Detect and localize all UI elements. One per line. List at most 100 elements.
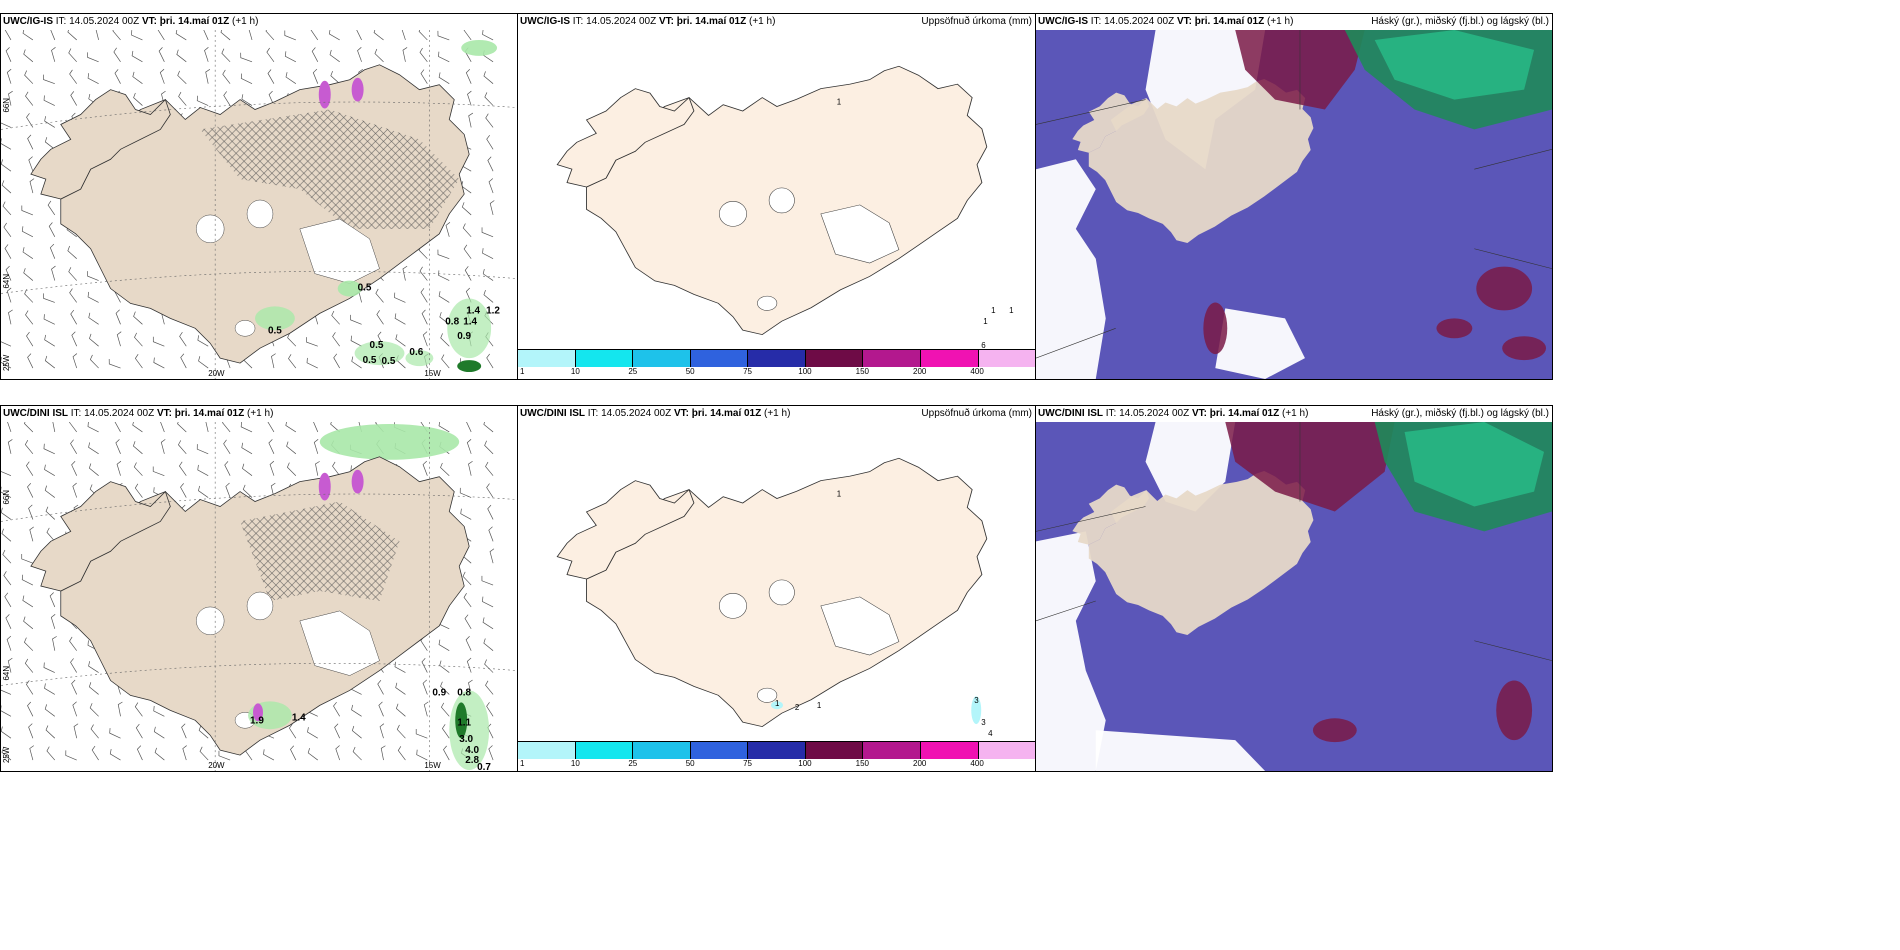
colorbar-swatch (920, 742, 979, 759)
wind-barb (401, 30, 406, 41)
wind-barb (315, 461, 320, 476)
wind-barb (109, 728, 121, 739)
wind-barb (157, 30, 165, 41)
wind-barb (394, 292, 406, 303)
wind-barb (115, 309, 121, 325)
svg-text:3: 3 (981, 718, 986, 727)
cloud-title: Háský (gr.), miðský (fj.bl.) og lágský (… (1371, 408, 1549, 419)
wind-barb (488, 745, 494, 761)
wind-barb (223, 91, 231, 106)
wind-barb (333, 353, 340, 369)
wind-barb (395, 703, 406, 717)
colorbar: 1 10 25 50 75 100 150 200 400 (518, 741, 1035, 771)
wind-barb (71, 679, 78, 695)
wind-barb (134, 354, 143, 369)
svg-text:3: 3 (974, 696, 979, 705)
panel-title: UWC/DINI ISL IT: 14.05.2024 00Z VT: þri.… (1038, 408, 1309, 419)
lat-label: 64N (2, 666, 11, 681)
wind-barb (481, 227, 494, 238)
wind-barb (69, 69, 77, 84)
lon-label: 25W (2, 354, 11, 371)
wind-barb (175, 30, 187, 41)
wind-barb (177, 70, 187, 84)
wind-barb (24, 289, 34, 303)
wind-barb (70, 658, 78, 673)
lon-label: 20W (208, 761, 225, 770)
wind-barb (181, 723, 187, 739)
wind-barb (437, 30, 450, 41)
wind-barb (114, 69, 121, 84)
wind-barb (27, 353, 34, 369)
wind-barb (69, 636, 77, 651)
wind-barb (72, 482, 78, 498)
precip-max (318, 472, 331, 501)
map: 66N 64N 25W 20W 15W 1.9 1.4 0.9 0.8 1.1 … (1, 422, 517, 771)
wind-barb (240, 52, 253, 63)
wind-barb (136, 745, 143, 761)
wind-barb (288, 723, 297, 739)
wind-barb (483, 422, 494, 433)
colorbar-swatches (518, 349, 1035, 367)
wind-barb (423, 701, 429, 717)
wind-barb (24, 440, 34, 455)
wind-barb (3, 571, 12, 586)
hatched-area (200, 109, 460, 229)
wind-barb (50, 30, 56, 41)
colorbar-tick: 100 (798, 759, 812, 768)
precip-value: 0.8 (457, 687, 471, 698)
wind-barb (419, 47, 428, 63)
svg-text:4: 4 (988, 729, 993, 738)
colorbar-tick: 25 (628, 367, 638, 376)
wind-barb (375, 288, 384, 303)
wind-barb (180, 483, 187, 498)
colorbar-tick: 400 (970, 759, 984, 768)
wind-barb (25, 461, 34, 476)
wind-barb (134, 332, 143, 347)
wind-barb (313, 422, 319, 433)
wind-barb (312, 68, 319, 84)
wind-barb (65, 750, 77, 761)
wind-barb (335, 745, 341, 761)
wind-barb (179, 331, 187, 347)
colorbar-tick: 150 (855, 367, 869, 376)
precip-value: 1.1 (457, 717, 471, 728)
wind-barb (460, 508, 472, 520)
wind-barb (7, 657, 13, 673)
wind-barb (484, 92, 494, 106)
wind-barb (395, 334, 406, 347)
wind-barb (88, 682, 99, 695)
wind-barb (288, 354, 297, 369)
wind-barb (284, 30, 296, 41)
precip-area (447, 298, 492, 359)
wind-barb (379, 723, 385, 739)
wind-barb (1, 159, 12, 172)
precip-value: 1.4 (292, 712, 306, 723)
wind-barb (462, 571, 472, 586)
wind-barb (438, 270, 450, 281)
lat-label: 66N (2, 490, 11, 505)
colorbar-tick: 150 (855, 759, 869, 768)
wind-barb (286, 462, 297, 476)
colorbar-tick: 10 (570, 759, 580, 768)
svg-text:1: 1 (991, 306, 996, 315)
wind-barb (133, 92, 143, 106)
wind-barb (420, 69, 428, 84)
wind-barb (488, 178, 494, 194)
wind-barb (87, 73, 99, 85)
wind-barb (486, 483, 494, 498)
wind-barb (160, 422, 165, 433)
wind-barb (69, 288, 77, 303)
wind-barb (352, 746, 362, 761)
wind-barb (153, 357, 165, 369)
wind-barb (90, 724, 99, 739)
wind-barb (153, 705, 165, 717)
wind-barb (462, 223, 472, 238)
wind-barb (3, 222, 12, 238)
wind-barb (351, 725, 362, 739)
wind-barb (486, 134, 494, 150)
precip-value: 0.5 (370, 340, 384, 351)
precip-value: 0.5 (268, 325, 282, 336)
wind-barb (109, 748, 121, 761)
wind-barb (266, 47, 275, 63)
wind-barb (21, 226, 34, 238)
